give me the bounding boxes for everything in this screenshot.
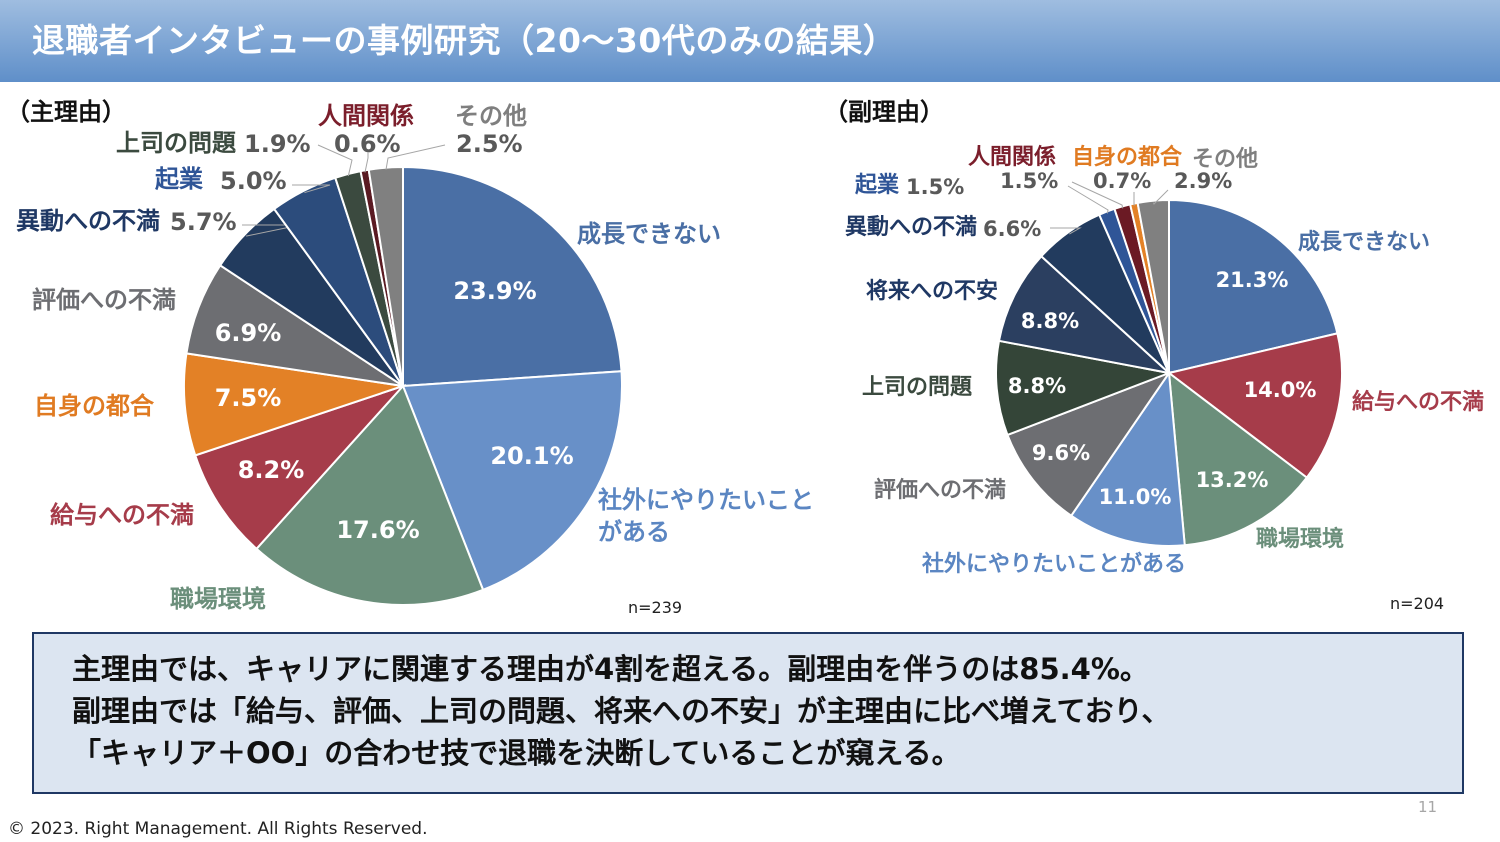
pie-category-label: 社外にやりたいことがある	[922, 551, 1186, 577]
pie-slice-10	[367, 165, 404, 387]
sub-n-label: n=204	[1390, 594, 1445, 613]
title-bar: 退職者インタビューの事例研究（20〜30代のみの結果）	[0, 0, 1500, 82]
pie-category-label: 社外にやりたいこと	[598, 486, 814, 514]
pie-category-label: その他	[1192, 147, 1258, 172]
pie-slice-0	[1168, 198, 1339, 375]
pie-value-label: 0.6%	[334, 130, 401, 158]
pie-slice-4	[183, 352, 404, 457]
pie-category-label: 職場環境	[170, 585, 266, 613]
sub-reason-pie: 21.3% 成長できない 14.0% 給与への不満 13.2% 職場環境 11.0% 社外にや…	[845, 144, 1484, 577]
pie-category-label: 人間関係	[318, 102, 414, 130]
pie-category-label: 評価への不満	[32, 286, 176, 314]
pie-category-label: 異動への不満	[16, 207, 160, 235]
pie-value-label: 9.6%	[1032, 441, 1090, 465]
pie-value-label: 1.5%	[1000, 169, 1058, 193]
leader-line	[1067, 185, 1109, 214]
main-reason-pie: 23.9% 成長できない 20.1% 社外にやりたいことがある 17.6% 職場環境 8.2…	[16, 102, 814, 613]
leader-line	[1050, 227, 1082, 235]
pie-category-label: 上司の問題	[116, 129, 237, 157]
pie-value-label: 2.9%	[1174, 169, 1232, 193]
main-reason-title: （主理由）	[6, 98, 126, 126]
leader-line	[1071, 181, 1124, 209]
pie-category-label: 給与への不満	[50, 501, 194, 529]
pie-category-label: がある	[598, 518, 670, 546]
pie-slice-4	[1006, 370, 1172, 518]
pie-slice-2	[1167, 370, 1309, 547]
pie-value-label: 14.0%	[1244, 378, 1317, 402]
pie-value-label: 5.0%	[220, 167, 287, 195]
pie-value-label: 13.2%	[1196, 468, 1269, 492]
pie-value-label: 6.6%	[983, 217, 1041, 241]
pie-value-label: 8.2%	[238, 456, 305, 484]
pie-slice-3	[194, 383, 407, 551]
pie-category-label: 起業	[854, 173, 900, 198]
pie-value-label: 8.8%	[1008, 374, 1066, 398]
pie-slice-11	[1136, 198, 1170, 374]
pie-category-label: 起業	[154, 165, 203, 193]
pie-slice-0	[402, 165, 623, 388]
pie-category-label: 上司の問題	[862, 375, 973, 400]
pie-category-label: 給与への不満	[1352, 389, 1484, 415]
pie-category-label: 自身の都合	[1072, 144, 1183, 170]
copyright: © 2023. Right Management. All Rights Res…	[8, 819, 428, 839]
summary-line-2: 副理由では「給与、評価、上司の問題、将来への不安」が主理由に比べ増えており、	[72, 694, 1171, 728]
pie-value-label: 7.5%	[215, 384, 282, 412]
pie-category-label: 人間関係	[968, 145, 1056, 170]
pie-category-label: 異動への不満	[845, 214, 977, 240]
pie-value-label: 2.5%	[456, 130, 523, 158]
pie-category-label: 成長できない	[577, 220, 721, 248]
pie-value-label: 23.9%	[453, 277, 536, 305]
page-number: 11	[1418, 798, 1438, 816]
pie-value-label: 20.1%	[490, 442, 573, 470]
main-n-label: n=239	[628, 598, 683, 617]
pie-slice-6	[997, 254, 1173, 375]
leader-line	[385, 144, 446, 170]
pie-slice-5	[995, 339, 1173, 437]
summary-line-1: 主理由では、キャリアに関連する理由が4割を超える。副理由を伴うのは85.4%。	[72, 652, 1149, 686]
pie-value-label: 8.8%	[1021, 309, 1079, 333]
slide-title: 退職者インタビューの事例研究（20〜30代のみの結果）	[32, 21, 897, 60]
pie-slice-1	[401, 370, 623, 592]
pie-value-label: 1.9%	[244, 130, 311, 158]
pie-category-label: 自身の都合	[34, 392, 155, 420]
pie-value-label: 17.6%	[336, 516, 419, 544]
summary-line-3: 「キャリア＋OO」の合わせ技で退職を決断していることが窺える。	[72, 736, 961, 770]
leader-line	[317, 144, 353, 177]
leader-line	[1152, 189, 1169, 205]
pie-slice-2	[255, 384, 485, 606]
pie-value-label: 1.5%	[906, 175, 964, 199]
pie-charts: 23.9% 成長できない 20.1% 社外にやりたいことがある 17.6% 職場環境 8.2…	[16, 102, 1484, 613]
pie-value-label: 5.7%	[170, 208, 237, 236]
pie-category-label: 職場環境	[1256, 526, 1344, 552]
pie-category-label: 将来への不安	[866, 278, 998, 304]
pie-value-label: 11.0%	[1099, 485, 1172, 509]
pie-category-label: 評価への不満	[874, 477, 1006, 503]
pie-value-label: 21.3%	[1216, 268, 1289, 292]
pie-slice-1	[1166, 332, 1343, 480]
pie-slice-3	[1069, 370, 1186, 547]
pie-value-label: 0.7%	[1093, 169, 1151, 193]
summary-box: 主理由では、キャリアに関連する理由が4割を超える。副理由を伴うのは85.4%。 …	[32, 632, 1464, 794]
pie-category-label: 成長できない	[1298, 230, 1430, 255]
pie-category-label: その他	[455, 102, 527, 130]
leader-line	[292, 184, 331, 194]
leader-line	[364, 152, 369, 173]
pie-value-label: 6.9%	[215, 319, 282, 347]
sub-reason-title: （副理由）	[824, 98, 944, 126]
